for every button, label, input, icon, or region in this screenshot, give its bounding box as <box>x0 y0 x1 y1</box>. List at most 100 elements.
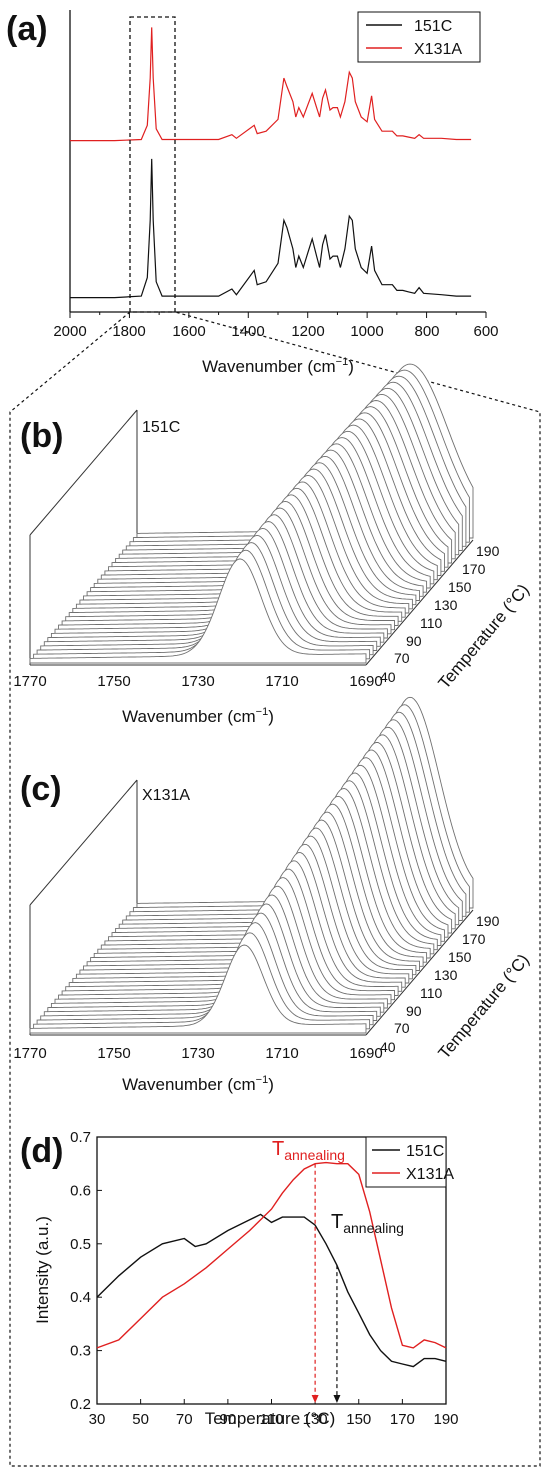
panel-a-x-ticks <box>69 312 487 318</box>
panel-d-y-axis-title: Intensity (a.u.) <box>33 1216 52 1324</box>
y-tick-label: 0.2 <box>70 1396 91 1413</box>
panel-d: (d) 30 50 70 90 110 130 150 170 190 0.2 0.3 0.4 0.5… <box>20 1129 459 1428</box>
panel-b: (b) 151C 1770 1750 1730 1710 1690 Wavenu… <box>13 363 533 726</box>
panel-a-x-axis-title: Wavenumber (cm−1) <box>202 356 354 376</box>
panel-b-inner-label: 151C <box>142 419 180 436</box>
panel-b-frame <box>29 409 474 666</box>
temp-tick-label: 190 <box>476 543 500 559</box>
tick-label: 2000 <box>53 323 86 340</box>
panel-d-x-axis-title: Temperature (°C) <box>205 1409 336 1428</box>
temp-tick-label: 40 <box>380 1039 396 1055</box>
panel-a-x-tick-labels: 2000 1800 1600 1400 1200 1000 800 600 <box>53 323 498 340</box>
series-line-x131a <box>70 27 472 142</box>
x-tick-label: 50 <box>132 1411 149 1428</box>
x-tick-label: 70 <box>176 1411 193 1428</box>
panel-c-frame <box>29 779 474 1036</box>
panel-b-x-tick-labels: 1770 1750 1730 1710 1690 <box>13 673 382 690</box>
x-tick-label: 30 <box>89 1411 106 1428</box>
tick-label: 1710 <box>265 1045 298 1062</box>
frame-edge <box>29 409 138 536</box>
tick-label: 1690 <box>349 1045 382 1062</box>
y-tick-label: 0.3 <box>70 1343 91 1360</box>
legend-label-x131a: X131A <box>414 41 462 58</box>
tick-label: 1770 <box>13 1045 46 1062</box>
temp-tick-label: 170 <box>462 931 486 947</box>
tick-label: 1750 <box>97 1045 130 1062</box>
panel-b-stacked-spectra <box>29 363 474 664</box>
temp-tick-label: 40 <box>380 669 396 685</box>
stacked-spectrum-40 <box>29 558 367 664</box>
temp-tick-label: 110 <box>420 615 443 631</box>
panel-a-series <box>70 27 472 299</box>
temp-tick-label: 90 <box>406 633 422 649</box>
legend-label-151c: 151C <box>406 1143 444 1160</box>
panel-b-temperature-ticks: 40 70 90 110 130 150 170 190 <box>380 543 500 685</box>
temp-tick-label: 170 <box>462 561 486 577</box>
tick-label: 1750 <box>97 673 130 690</box>
panel-b-letter: (b) <box>20 417 63 455</box>
legend-label-151c: 151C <box>414 18 452 35</box>
panel-c-stacked-spectra <box>29 696 474 1034</box>
x-tick-label: 170 <box>390 1411 415 1428</box>
series-line-151c <box>70 158 472 299</box>
x-tick-label: 130 <box>303 1411 328 1428</box>
zoom-frame <box>9 311 541 1467</box>
legend-label-x131a: X131A <box>406 1166 454 1183</box>
panel-c-x-axis-title: Wavenumber (cm−1) <box>122 1074 274 1094</box>
frame-edge <box>365 539 474 666</box>
tick-label: 1000 <box>350 323 383 340</box>
temp-tick-label: 90 <box>406 1003 422 1019</box>
frame-edge <box>365 909 474 1036</box>
temp-tick-label: 70 <box>394 650 410 666</box>
tick-label: 1730 <box>181 1045 214 1062</box>
temp-tick-label: 70 <box>394 1020 410 1036</box>
y-tick-label: 0.7 <box>70 1129 91 1146</box>
panel-a: (a) 2000 1800 1600 1400 1200 1000 800 60… <box>6 10 499 376</box>
tick-label: 1200 <box>291 323 324 340</box>
panel-c-x-tick-labels: 1770 1750 1730 1710 1690 <box>13 1045 382 1062</box>
panel-c-inner-label: X131A <box>142 787 190 804</box>
temp-tick-label: 130 <box>434 597 458 613</box>
legend-box <box>365 1136 447 1188</box>
panel-d-annealing-markers <box>311 1163 341 1403</box>
temp-tick-label: 130 <box>434 967 458 983</box>
stacked-spectrum-40 <box>29 944 367 1034</box>
panel-d-series <box>96 1161 447 1368</box>
annealing-marker-arrow <box>333 1395 341 1403</box>
zoom-region-box <box>129 16 176 313</box>
panel-d-letter: (d) <box>20 1132 63 1170</box>
tick-label: 1800 <box>112 323 145 340</box>
temp-tick-label: 110 <box>420 985 443 1001</box>
zoom-frame-outline <box>9 311 541 1467</box>
x-tick-label: 90 <box>220 1411 237 1428</box>
x-tick-label: 190 <box>433 1411 458 1428</box>
frame-edge <box>29 779 138 906</box>
y-tick-label: 0.5 <box>70 1236 91 1253</box>
tick-label: 800 <box>414 323 439 340</box>
tick-label: 1600 <box>172 323 205 340</box>
tick-label: 1730 <box>181 673 214 690</box>
tick-label: 1770 <box>13 673 46 690</box>
temp-tick-label: 150 <box>448 949 472 965</box>
annealing-marker-arrow <box>311 1395 319 1403</box>
x-tick-label: 150 <box>346 1411 371 1428</box>
annealing-label-151c: Tannealing <box>331 1211 404 1236</box>
temp-tick-label: 190 <box>476 913 500 929</box>
stacked-spectrum-45 <box>33 932 371 1030</box>
y-tick-label: 0.4 <box>70 1289 91 1306</box>
panel-a-letter: (a) <box>6 10 48 48</box>
annealing-label-x131a: Tannealing <box>272 1138 345 1163</box>
series-line-151c <box>96 1213 447 1368</box>
panel-a-legend: 151C X131A <box>357 11 481 63</box>
series-line-x131a <box>96 1161 447 1349</box>
y-tick-label: 0.6 <box>70 1182 91 1199</box>
x-tick-label: 110 <box>260 1411 284 1428</box>
panel-c: (c) X131A 1770 1750 1730 1710 1690 Waven… <box>13 696 533 1094</box>
panel-c-temperature-ticks: 40 70 90 110 130 150 170 190 <box>380 913 500 1055</box>
panel-b-x-axis-title: Wavenumber (cm−1) <box>122 706 274 726</box>
panel-c-letter: (c) <box>20 770 62 808</box>
panel-d-y-ticks: 0.2 0.3 0.4 0.5 0.6 0.7 <box>70 1129 102 1413</box>
tick-label: 600 <box>473 323 498 340</box>
temp-tick-label: 150 <box>448 579 472 595</box>
